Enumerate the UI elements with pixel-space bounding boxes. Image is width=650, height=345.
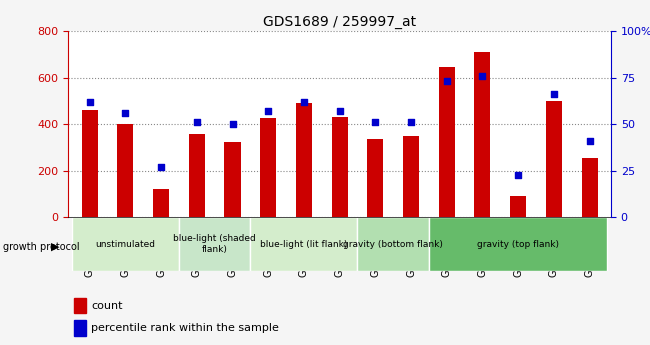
Point (263, 108, 274, 114)
Text: gravity (bottom flank): gravity (bottom flank) (343, 239, 443, 249)
Bar (358, 217, 429, 271)
Bar (439, 67, 455, 217)
Bar (153, 189, 169, 217)
Point (370, 120, 380, 125)
Bar (296, 103, 312, 217)
Bar (403, 136, 419, 217)
Point (84, 99, 95, 105)
Bar (250, 217, 358, 271)
Point (156, 164, 166, 170)
Bar (332, 117, 348, 217)
Text: blue-light (shaded
flank): blue-light (shaded flank) (174, 234, 256, 254)
Bar (73, 320, 86, 336)
Bar (546, 101, 562, 217)
Text: percentile rank within the sample: percentile rank within the sample (91, 323, 279, 333)
Bar (429, 217, 608, 271)
Point (120, 110, 131, 116)
Point (406, 120, 416, 125)
Bar (224, 142, 240, 217)
Text: unstimulated: unstimulated (96, 239, 155, 249)
Bar (82, 110, 98, 217)
Point (334, 108, 345, 114)
Point (441, 79, 452, 84)
Title: GDS1689 / 259997_at: GDS1689 / 259997_at (263, 14, 416, 29)
Bar (367, 139, 383, 217)
Point (299, 99, 309, 105)
Point (477, 73, 488, 79)
Bar (179, 217, 250, 271)
Text: ▶: ▶ (51, 242, 59, 252)
Point (513, 172, 523, 177)
Point (227, 121, 238, 127)
Bar (510, 196, 526, 217)
Point (584, 138, 595, 144)
Point (192, 120, 202, 125)
Bar (118, 124, 133, 217)
Bar (474, 52, 491, 217)
Text: blue-light (lit flank): blue-light (lit flank) (260, 239, 348, 249)
Bar (582, 158, 597, 217)
Bar (260, 118, 276, 217)
Bar (188, 134, 205, 217)
Text: count: count (91, 300, 123, 310)
Text: growth protocol: growth protocol (3, 242, 80, 252)
Bar (73, 298, 86, 313)
Bar (72, 217, 179, 271)
Point (549, 92, 559, 97)
Text: gravity (top flank): gravity (top flank) (477, 239, 559, 249)
